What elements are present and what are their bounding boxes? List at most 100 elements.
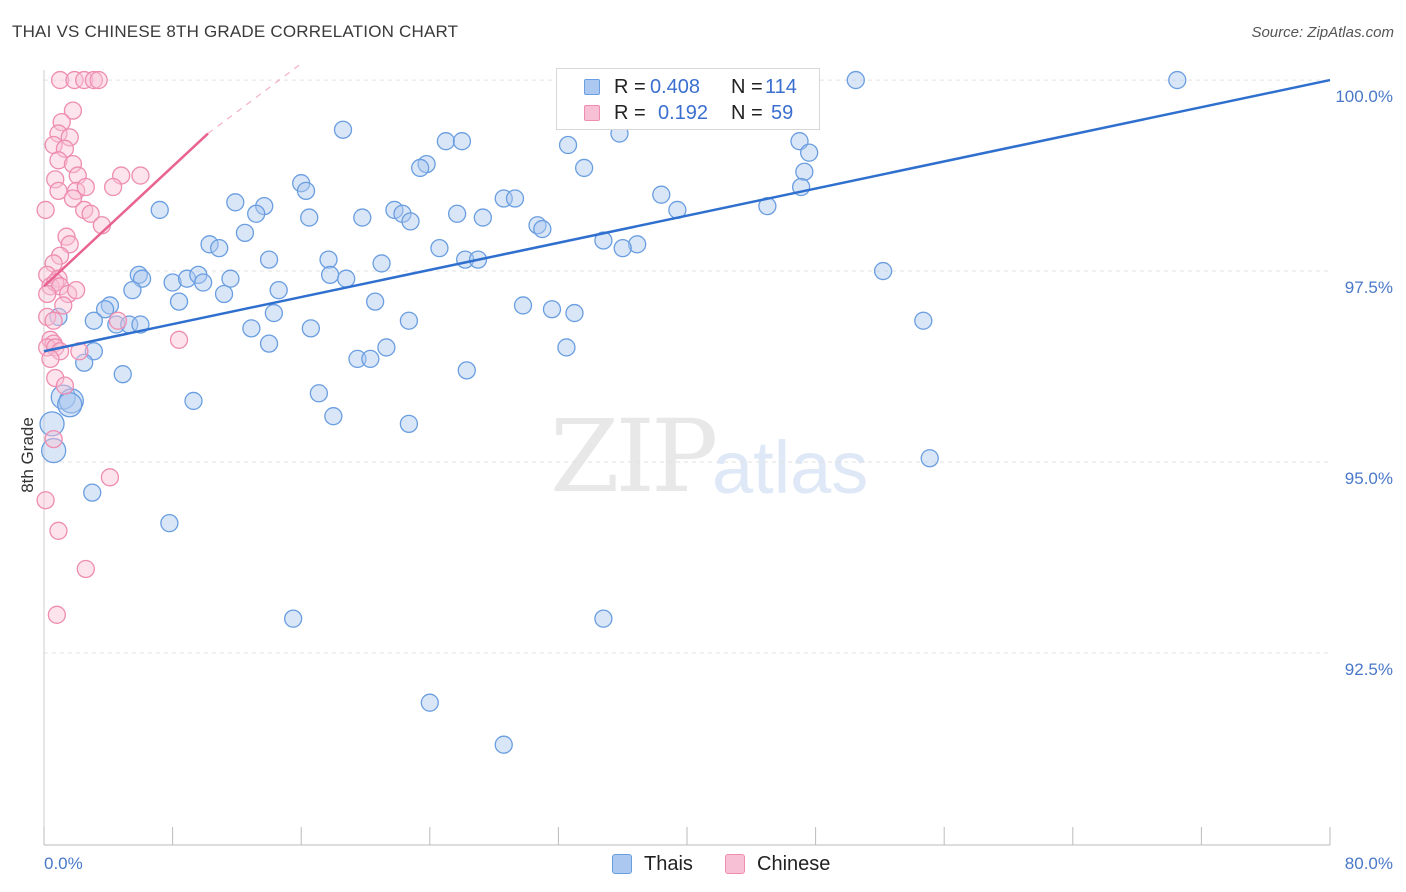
thais-point [39, 411, 65, 437]
chinese-point [44, 311, 63, 330]
thais-point [259, 250, 279, 269]
thais-point [399, 311, 419, 330]
thais-point [348, 349, 367, 369]
tick-labels: 92.5% 95.0% 97.5% 100.0% 0.0% 80.0% [44, 87, 1393, 873]
thais-point [75, 353, 94, 372]
thais-point [372, 254, 391, 273]
thais-point [150, 200, 169, 220]
legend-row-thais: R = 0.408 N = 114 [557, 74, 821, 100]
y-tick-label: 95.0% [1345, 469, 1393, 488]
chinese-r-label: R = [614, 102, 646, 124]
thais-point [296, 181, 316, 200]
thais-point [411, 158, 430, 178]
thais-r-value: 0.408 [650, 76, 701, 98]
chinese-point [41, 349, 60, 369]
watermark-zip: ZIP [550, 398, 718, 515]
thais-n-value: 114 [765, 76, 797, 98]
thais-r-label: R = [614, 76, 646, 98]
thais-point [235, 223, 255, 243]
thais-point [565, 303, 584, 323]
thais-point [333, 120, 353, 139]
chinese-legend-swatch [725, 854, 745, 874]
thais-point [594, 231, 613, 250]
thais-point [1168, 70, 1187, 90]
thais-point [914, 311, 933, 330]
thais-point [452, 132, 472, 151]
grid-lines [44, 79, 1330, 654]
stats-legend: R = 0.408 N = 114 R = 0.192 N = 59 [556, 68, 820, 130]
thais-point [800, 143, 819, 162]
chart-title: THAI VS CHINESE 8TH GRADE CORRELATION CH… [12, 22, 459, 41]
thais-point [399, 414, 419, 433]
thais-point [95, 300, 115, 319]
chinese-point [52, 112, 71, 132]
thais-point [473, 208, 492, 227]
thais-point [353, 208, 372, 227]
thais-trend-line [43, 78, 1331, 353]
thais-point [873, 261, 893, 281]
thais-point [221, 269, 240, 288]
chinese-swatch [584, 105, 600, 121]
source-label: Source: ZipAtlas.com [1251, 24, 1394, 41]
chinese-n-label: N = [731, 102, 763, 124]
thais-point [533, 219, 552, 239]
thais-n-label: N = [731, 76, 763, 98]
thais-point [309, 384, 329, 403]
thais-point [494, 735, 513, 754]
chinese-point [55, 139, 75, 158]
thais-point [163, 273, 182, 292]
thais-point [301, 319, 320, 338]
thais-point [184, 391, 203, 411]
thais-point [574, 158, 594, 178]
thais-points [39, 70, 1187, 754]
chinese-point [65, 70, 84, 90]
chinese-legend-label: Chinese [757, 853, 831, 875]
chinese-point [100, 468, 120, 487]
y-tick-label: 100.0% [1335, 87, 1393, 106]
thais-point [83, 483, 102, 502]
chinese-point [49, 151, 68, 170]
thais-point [436, 132, 456, 151]
thais-point [123, 281, 142, 300]
thais-point [160, 514, 179, 533]
thais-point [795, 162, 814, 181]
thais-point [594, 609, 613, 628]
thais-point [557, 338, 576, 357]
y-axis-label: 8th Grade [18, 417, 37, 493]
chinese-point [46, 368, 65, 388]
thais-point [57, 392, 83, 418]
x-tick-label-min: 0.0% [44, 854, 83, 873]
thais-point [193, 273, 213, 292]
chinese-point [75, 70, 94, 90]
chinese-point [169, 330, 189, 349]
thais-point [401, 212, 420, 231]
thais-point [169, 292, 189, 311]
chinese-point [55, 376, 75, 395]
y-tick-label: 92.5% [1345, 660, 1393, 679]
thais-point [113, 365, 132, 384]
thais-point [920, 449, 939, 468]
chinese-point [44, 429, 63, 449]
thais-point [846, 70, 865, 90]
thais-point [558, 135, 578, 155]
thais-point [505, 189, 525, 208]
chinese-point [89, 70, 108, 90]
watermark-atlas: atlas [712, 426, 869, 509]
thais-point [513, 296, 533, 315]
thais-point [269, 281, 288, 300]
thais-point [613, 238, 632, 258]
thais-point [319, 250, 338, 269]
thais-point [420, 693, 439, 712]
chinese-point [84, 70, 103, 90]
chinese-point [47, 605, 67, 624]
chinese-point [67, 281, 86, 300]
legend-row-chinese: R = 0.192 N = 59 [557, 100, 821, 126]
thais-point [377, 338, 396, 357]
chinese-point [49, 181, 68, 200]
chinese-point [49, 124, 68, 143]
chinese-point [81, 204, 100, 223]
thais-point [84, 311, 103, 330]
thais-point [361, 349, 380, 369]
thais-point [457, 361, 476, 380]
thais-point [300, 208, 319, 227]
